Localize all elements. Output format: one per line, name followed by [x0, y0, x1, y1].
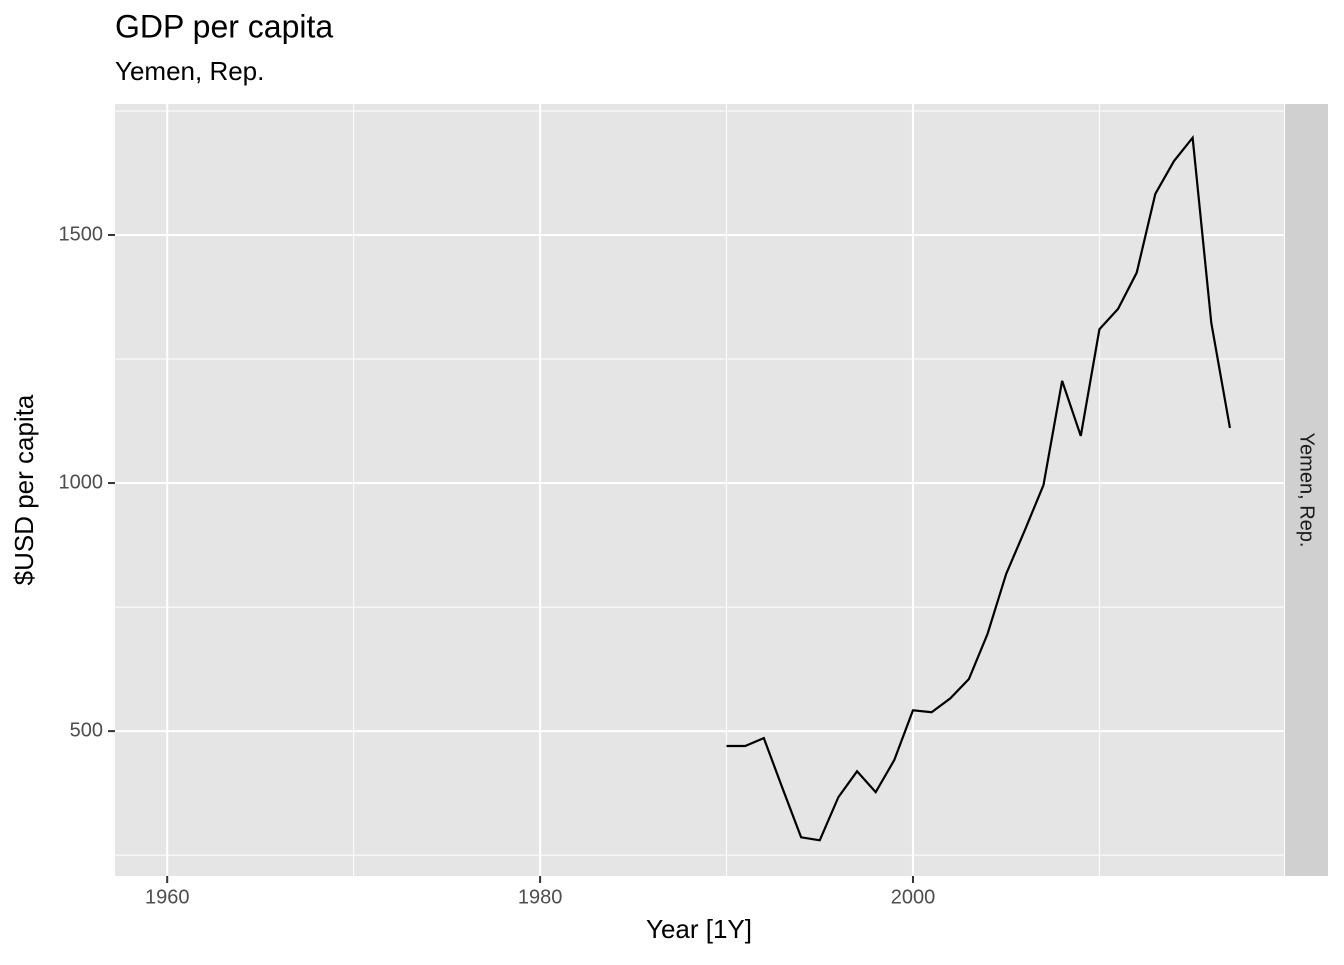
- y-tick-label: 1500: [59, 223, 104, 245]
- y-axis-title: $USD per capita: [9, 394, 39, 585]
- y-tick-label: 1000: [59, 471, 104, 493]
- chart-subtitle: Yemen, Rep.: [115, 56, 264, 86]
- x-tick-label: 2000: [891, 886, 936, 908]
- data-line: [726, 134, 1232, 842]
- y-tick-label: 500: [70, 719, 103, 741]
- facet-strip: [1285, 104, 1328, 876]
- chart-title: GDP per capita: [115, 8, 333, 44]
- x-tick-label: 1980: [518, 886, 563, 908]
- x-axis-title: Year [1Y]: [646, 914, 752, 944]
- facet-label: Yemen, Rep.: [1296, 433, 1318, 548]
- x-tick-label: 1960: [145, 886, 190, 908]
- panel: [115, 104, 1284, 876]
